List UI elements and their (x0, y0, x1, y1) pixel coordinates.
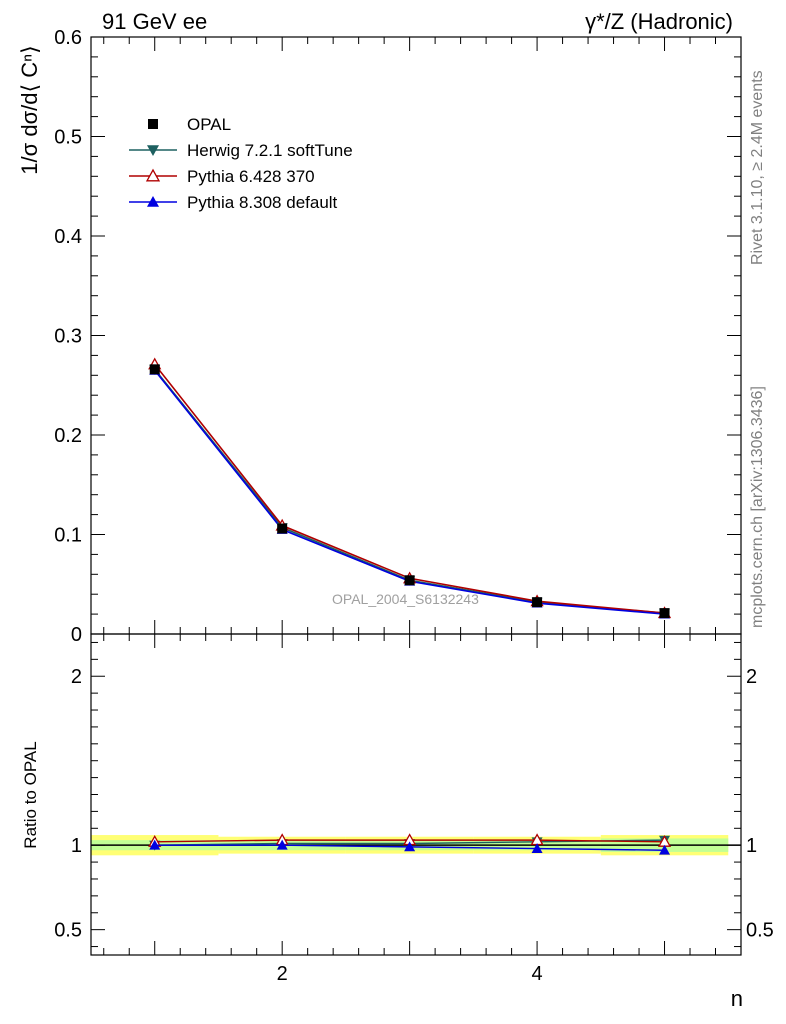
main-ytick-label: 0.6 (54, 27, 82, 49)
main-ylabel: 1/σ dσ/d⟨ Cⁿ⟩ (17, 45, 42, 174)
ratio-ytick-label-right: 2 (746, 666, 757, 688)
ratio-point-pythia-8-308-default (276, 839, 288, 850)
header-left: 91 GeV ee (102, 9, 207, 34)
main-ytick-label: 0.1 (54, 525, 82, 547)
ratio-point-pythia-8-308-default (404, 841, 416, 852)
legend-label-herwig-7-2-1-softtune: Herwig 7.2.1 softTune (187, 141, 353, 160)
rivet-label: Rivet 3.1.10, ≥ 2.4M events (749, 70, 766, 265)
header-right: γ*/Z (Hadronic) (585, 9, 733, 34)
main-ytick-label: 0.3 (54, 326, 82, 348)
legend-label-pythia-8-308-default: Pythia 8.308 default (187, 193, 338, 212)
ratio-frame (90, 633, 742, 956)
mcplots-label: mcplots.cern.ch [arXiv:1306.3436] (749, 386, 766, 628)
mcplots-label-wrapper: mcplots.cern.ch [arXiv:1306.3436] (749, 386, 766, 628)
point-opal (277, 523, 288, 534)
main-panel: 0 0.1 0.2 0.3 0.4 0.5 0.6 (54, 27, 742, 646)
ratio-ylabel: Ratio to OPAL (21, 741, 40, 848)
ratio-ytick-label: 1 (71, 835, 82, 857)
ratio-ytick-label: 0.5 (54, 920, 82, 942)
ratio-ytick-label-right: 1 (746, 835, 757, 857)
legend-label-opal: OPAL (187, 115, 231, 134)
ratio-point-pythia-8-308-default (531, 843, 543, 853)
main-ylabel-wrapper: 1/σ dσ/d⟨ Cⁿ⟩ (17, 45, 42, 174)
x-tick-label: 2 (277, 963, 288, 985)
ratio-ytick-label: 2 (71, 666, 82, 688)
ratio-point-pythia-8-308-default (149, 839, 161, 850)
point-opal (149, 364, 160, 375)
main-ytick-label: 0.2 (54, 425, 82, 447)
watermark: OPAL_2004_S6132243 (332, 591, 479, 607)
ratio-ytick-label-right: 0.5 (746, 920, 774, 942)
main-ytick-label: 0 (71, 624, 82, 646)
x-axis-label: n (731, 986, 743, 1011)
legend: OPAL Herwig 7.2.1 softTune Pythia 6.428 37… (129, 115, 353, 212)
ratio-ylabel-wrapper: Ratio to OPAL (21, 741, 40, 848)
legend-marker-opal (148, 119, 158, 129)
rivet-label-wrapper: Rivet 3.1.10, ≥ 2.4M events (749, 70, 766, 265)
legend-marker-herwig-7-2-1-softtune (147, 145, 159, 156)
point-opal (659, 608, 670, 619)
x-tick-label: 4 (532, 963, 543, 985)
legend-marker-pythia-8-308-default (147, 196, 159, 207)
main-ytick-label: 0.4 (54, 226, 82, 248)
legend-marker-pythia-6-428-370 (145, 168, 161, 182)
point-opal (404, 575, 415, 586)
main-ytick-label: 0.5 (54, 127, 82, 149)
ratio-point-pythia-8-308-default (659, 844, 671, 855)
point-opal (532, 597, 543, 608)
ratio-panel: 2 4 0.5 0.5 1 1 2 2 (54, 633, 774, 985)
legend-label-pythia-6-428-370: Pythia 6.428 370 (187, 167, 315, 186)
